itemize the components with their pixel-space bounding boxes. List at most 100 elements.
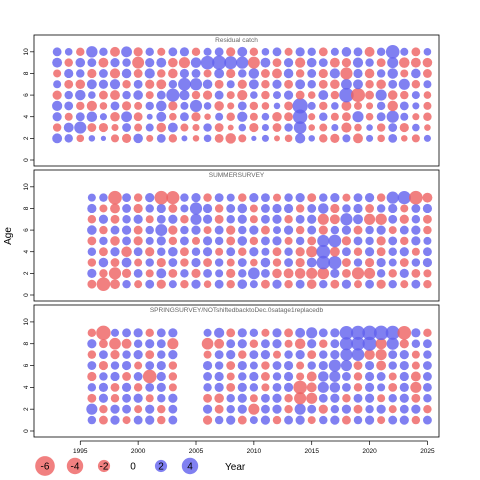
residual-bubble [76,47,85,57]
x-tick-label: 2010 [247,448,262,455]
residual-bubble [226,382,236,392]
residual-bubble [237,328,247,338]
residual-bubble [249,112,258,121]
residual-bubble [307,236,317,246]
residual-bubble [226,247,236,257]
residual-bubble [99,90,108,100]
residual-bubble [388,394,397,403]
residual-bubble [365,112,374,121]
residual-bubble [350,88,366,103]
residual-bubble [272,47,282,57]
residual-bubble [226,339,236,349]
residual-bubble [261,268,270,278]
residual-bubble [307,339,317,349]
residual-bubble [400,69,409,78]
residual-bubble [341,279,352,289]
residual-bubble [410,57,421,68]
residual-bubble [156,236,166,246]
x-axis: 1995 2000 2005 2010 2015 2020 2025 [73,440,435,455]
residual-bubble [284,193,293,202]
residual-bubble [238,269,247,278]
residual-bubble [156,328,166,338]
legend-label: 0 [130,462,136,473]
residual-bubble [400,204,409,213]
residual-bubble [110,415,120,425]
residual-bubble [411,279,421,289]
residual-bubble [364,46,375,57]
residual-bubble [364,371,375,382]
residual-bubble [411,247,420,256]
residual-bubble [87,393,97,403]
y-tick-label: 8 [23,342,30,346]
residual-bubble [388,79,398,89]
residual-bubble [168,68,178,79]
residual-bubble [53,69,62,78]
residual-bubble [133,328,143,338]
residual-bubble [64,101,74,111]
residual-bubble [87,279,97,289]
residual-bubble [87,236,97,246]
residual-bubble [134,123,143,132]
residual-bubble [134,405,143,414]
residual-bubble [133,236,143,246]
residual-bubble [226,404,235,414]
residual-bubble [388,214,398,224]
residual-bubble [284,79,293,89]
residual-bubble [423,80,432,89]
residual-bubble [319,112,328,121]
residual-bubble [145,339,155,349]
residual-bubble [376,269,386,278]
residual-bubble [388,405,397,414]
residual-bubble [169,112,177,121]
residual-bubble [145,204,154,213]
residual-bubble [98,360,109,371]
residual-bubble [99,236,108,246]
residual-bubble [260,415,271,425]
residual-bubble [214,327,225,338]
residual-bubble [75,112,85,122]
residual-bubble [214,79,224,89]
residual-bubble [328,234,342,248]
y-tick-label: 6 [23,363,30,367]
residual-bubble [226,361,236,370]
residual-bubble [168,415,178,425]
residual-bubble [110,225,120,235]
residual-bubble [98,393,109,403]
residual-bubble [307,91,316,99]
residual-bubble [260,350,271,360]
residual-bubble [307,80,316,89]
residual-bubble [214,350,224,360]
residual-bubble [388,269,397,278]
residual-bubble [202,415,213,425]
residual-bubble [307,69,317,78]
residual-bubble [226,415,236,425]
residual-bubble [261,372,270,381]
residual-bubble [351,267,365,280]
residual-bubble [331,102,339,110]
panel-1: Residual catch 0 2 4 6 8 10 [23,34,440,167]
residual-bubble [423,69,432,78]
residual-bubble [295,247,305,257]
residual-bubble [249,339,259,348]
residual-bubble [192,123,200,132]
residual-bubble [376,101,386,111]
residual-bubble [272,236,282,246]
residual-bubble [237,79,247,89]
residual-bubble [74,121,87,134]
residual-bubble [64,90,73,100]
residual-bubble [191,257,201,268]
residual-bubble [249,350,259,360]
residual-bubble [422,192,433,203]
residual-bubble [145,415,155,425]
residual-bubble [248,79,259,90]
residual-bubble [376,193,386,202]
residual-bubble [249,236,259,246]
residual-bubble [330,328,340,338]
residual-bubble [423,269,432,278]
legend-bubble [181,457,199,475]
residual-bubble [339,326,354,340]
residual-bubble [353,393,363,403]
residual-bubble [342,394,351,403]
residual-bubble [87,215,97,224]
residual-bubble [99,372,108,381]
